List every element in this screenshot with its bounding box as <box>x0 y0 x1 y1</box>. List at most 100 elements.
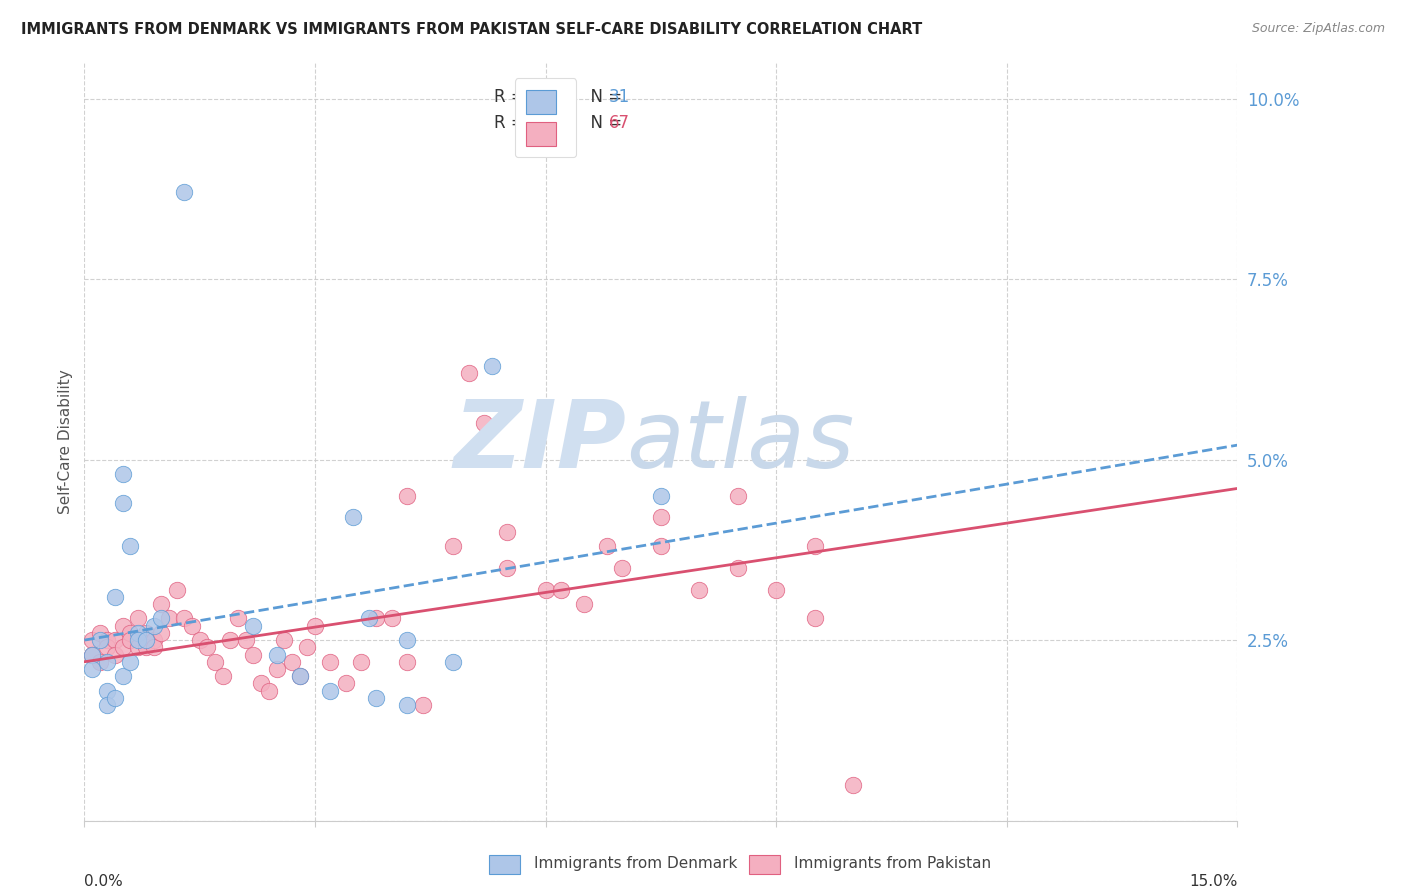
Text: Immigrants from Pakistan: Immigrants from Pakistan <box>794 856 991 871</box>
Point <box>120 539 142 553</box>
Point <box>350 655 373 669</box>
Point <box>150 626 173 640</box>
Point <box>135 633 157 648</box>
Point <box>104 690 127 705</box>
Point <box>96 655 118 669</box>
Point <box>534 582 557 597</box>
Point <box>111 467 134 481</box>
Point <box>288 669 311 683</box>
Point <box>226 611 249 625</box>
Point <box>104 633 127 648</box>
Text: 67: 67 <box>609 114 630 132</box>
Point <box>650 510 672 524</box>
Text: R =: R = <box>494 87 530 105</box>
Point <box>396 633 419 648</box>
Text: 15.0%: 15.0% <box>1189 874 1237 888</box>
Point <box>727 489 749 503</box>
Point <box>496 524 519 539</box>
Point <box>441 655 464 669</box>
Point <box>650 539 672 553</box>
Point <box>257 683 280 698</box>
Text: R =: R = <box>494 114 530 132</box>
Point <box>481 359 503 373</box>
Point <box>319 655 342 669</box>
Point <box>127 633 149 648</box>
Point <box>366 611 388 625</box>
Point <box>319 683 342 698</box>
Text: 0.0%: 0.0% <box>84 874 124 888</box>
Point <box>335 676 357 690</box>
Point <box>181 618 204 632</box>
Point <box>135 626 157 640</box>
Point <box>765 582 787 597</box>
Point <box>412 698 434 712</box>
Point <box>441 539 464 553</box>
Point <box>120 655 142 669</box>
Legend: , : , <box>515 78 576 157</box>
Text: N =: N = <box>581 87 627 105</box>
Point <box>688 582 710 597</box>
Point <box>127 626 149 640</box>
Point <box>96 698 118 712</box>
Point <box>142 640 165 655</box>
Point <box>120 626 142 640</box>
Text: Immigrants from Denmark: Immigrants from Denmark <box>534 856 738 871</box>
Point <box>219 633 242 648</box>
Text: IMMIGRANTS FROM DENMARK VS IMMIGRANTS FROM PAKISTAN SELF-CARE DISABILITY CORRELA: IMMIGRANTS FROM DENMARK VS IMMIGRANTS FR… <box>21 22 922 37</box>
Point <box>596 539 619 553</box>
Point <box>281 655 304 669</box>
Point <box>135 640 157 655</box>
Text: ZIP: ZIP <box>453 395 626 488</box>
Point <box>166 582 188 597</box>
Point <box>235 633 257 648</box>
Point <box>127 611 149 625</box>
Point <box>173 611 195 625</box>
Point <box>550 582 572 597</box>
Point <box>273 633 295 648</box>
Point <box>142 618 165 632</box>
Text: N =: N = <box>581 114 627 132</box>
Point <box>803 611 825 625</box>
Point <box>127 640 149 655</box>
Point <box>357 611 380 625</box>
Point <box>242 648 264 662</box>
Point <box>89 655 111 669</box>
Point <box>288 669 311 683</box>
Point <box>396 489 419 503</box>
Point <box>80 648 103 662</box>
Point <box>80 662 103 676</box>
Point <box>111 640 134 655</box>
Point <box>381 611 404 625</box>
Point <box>80 633 103 648</box>
Point <box>242 618 264 632</box>
Point <box>396 698 419 712</box>
Point <box>297 640 319 655</box>
Point <box>396 655 419 669</box>
Point <box>457 366 479 380</box>
Point <box>111 618 134 632</box>
Point <box>96 683 118 698</box>
Point <box>342 510 364 524</box>
Point <box>173 186 195 200</box>
Point <box>89 633 111 648</box>
Point <box>650 489 672 503</box>
Point <box>96 640 118 655</box>
Point <box>150 597 173 611</box>
Point <box>80 648 103 662</box>
Point <box>472 417 495 431</box>
Point <box>266 662 288 676</box>
Text: 0.355: 0.355 <box>529 114 575 132</box>
Text: Source: ZipAtlas.com: Source: ZipAtlas.com <box>1251 22 1385 36</box>
Point <box>157 611 180 625</box>
Point <box>150 611 173 625</box>
Point <box>572 597 595 611</box>
Point <box>842 778 865 792</box>
Point <box>612 561 634 575</box>
Point <box>89 626 111 640</box>
Point <box>104 590 127 604</box>
Point <box>204 655 226 669</box>
Point <box>803 539 825 553</box>
Point <box>120 633 142 648</box>
Point <box>211 669 233 683</box>
Text: 0.171: 0.171 <box>529 87 575 105</box>
